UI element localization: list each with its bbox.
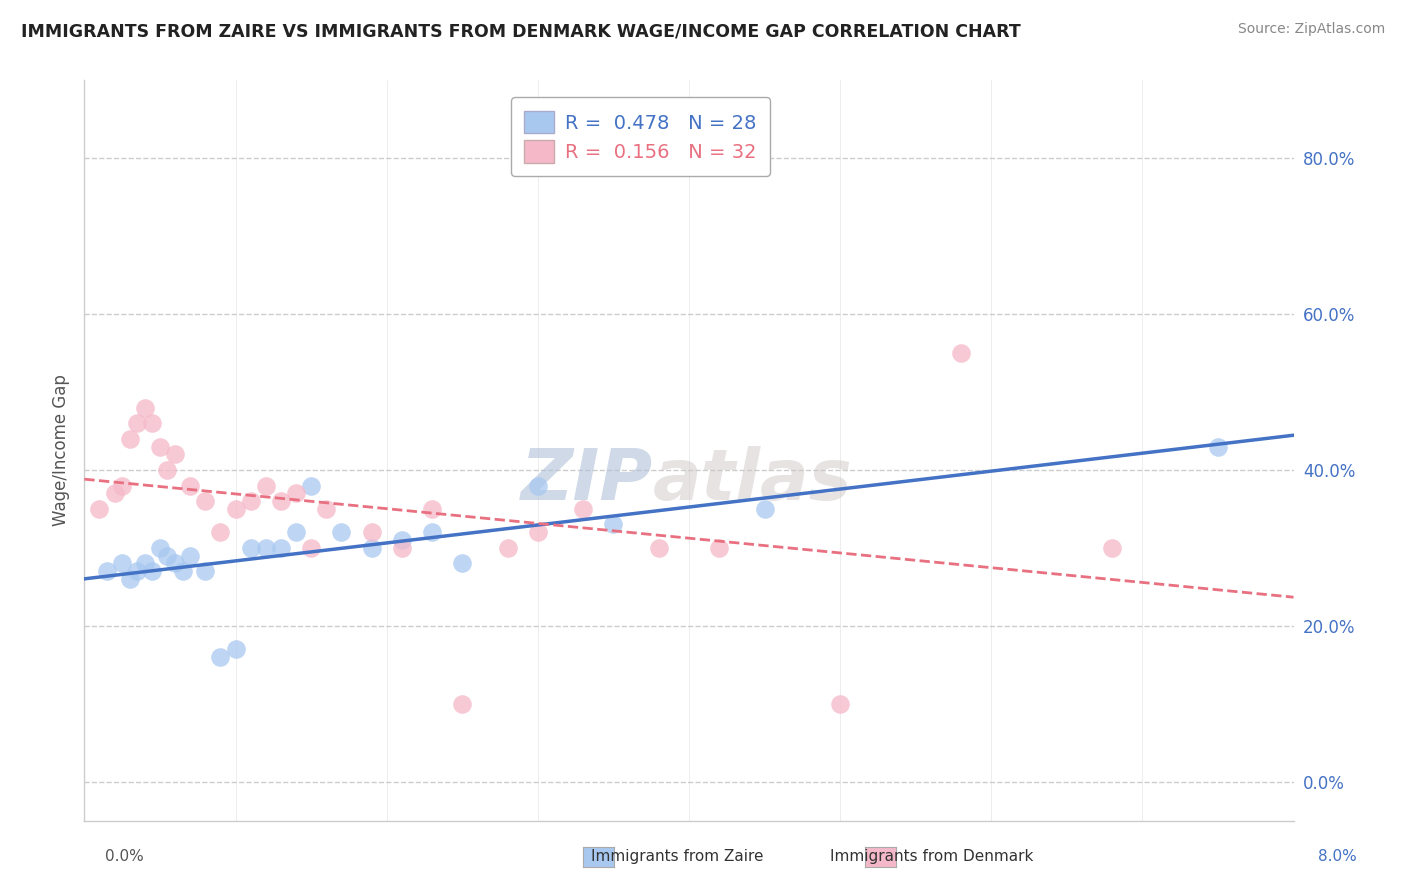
Point (104, 486, 127, 500)
Point (127, 564, 149, 578)
Point (165, 447, 187, 461)
Point (950, 346, 973, 360)
Point (648, 541, 671, 555)
Point (284, 525, 308, 540)
Point (89, 502, 111, 516)
Point (194, 494, 217, 508)
Point (179, 478, 201, 492)
Point (111, 478, 134, 492)
Point (239, 541, 262, 555)
Text: Immigrants from Denmark: Immigrants from Denmark (830, 849, 1033, 863)
Point (96, 564, 118, 578)
Point (156, 549, 179, 563)
Point (527, 525, 550, 540)
Text: ZIP: ZIP (520, 446, 652, 515)
Point (254, 478, 277, 492)
Point (496, 541, 519, 555)
Text: 0.0%: 0.0% (105, 849, 145, 863)
Text: Immigrants from Zaire: Immigrants from Zaire (591, 849, 763, 863)
Point (284, 486, 308, 500)
Point (1101, 541, 1123, 555)
Point (225, 642, 247, 657)
Point (172, 564, 194, 578)
Point (360, 541, 382, 555)
Point (209, 525, 232, 540)
Text: Source: ZipAtlas.com: Source: ZipAtlas.com (1237, 22, 1385, 37)
Point (527, 478, 550, 492)
Point (194, 564, 217, 578)
Point (572, 502, 595, 516)
Point (179, 549, 201, 563)
Text: 8.0%: 8.0% (1317, 849, 1357, 863)
Point (209, 650, 232, 665)
Point (134, 401, 156, 415)
Point (330, 525, 353, 540)
Point (315, 502, 337, 516)
Text: atlas: atlas (652, 446, 852, 515)
Point (141, 416, 163, 430)
Point (270, 494, 292, 508)
Point (451, 557, 474, 571)
Point (299, 478, 322, 492)
Point (602, 517, 624, 532)
Point (420, 502, 443, 516)
Point (118, 432, 141, 446)
Point (149, 541, 172, 555)
Point (391, 533, 413, 547)
Point (451, 697, 474, 711)
Point (1206, 440, 1229, 454)
Point (391, 541, 413, 555)
Legend: R =  0.478   N = 28, R =  0.156   N = 32: R = 0.478 N = 28, R = 0.156 N = 32 (510, 97, 770, 177)
Y-axis label: Wage/Income Gap: Wage/Income Gap (52, 375, 70, 526)
Point (754, 502, 776, 516)
Point (270, 541, 292, 555)
Point (709, 541, 731, 555)
Point (239, 494, 262, 508)
Point (165, 557, 187, 571)
Point (420, 525, 443, 540)
Point (225, 502, 247, 516)
Text: IMMIGRANTS FROM ZAIRE VS IMMIGRANTS FROM DENMARK WAGE/INCOME GAP CORRELATION CHA: IMMIGRANTS FROM ZAIRE VS IMMIGRANTS FROM… (21, 22, 1021, 40)
Point (156, 463, 179, 477)
Point (299, 541, 322, 555)
Point (149, 440, 172, 454)
Point (111, 557, 134, 571)
Point (134, 557, 156, 571)
Point (118, 572, 141, 586)
Point (254, 541, 277, 555)
Point (127, 416, 149, 430)
Point (830, 697, 852, 711)
Point (360, 525, 382, 540)
Point (141, 564, 163, 578)
